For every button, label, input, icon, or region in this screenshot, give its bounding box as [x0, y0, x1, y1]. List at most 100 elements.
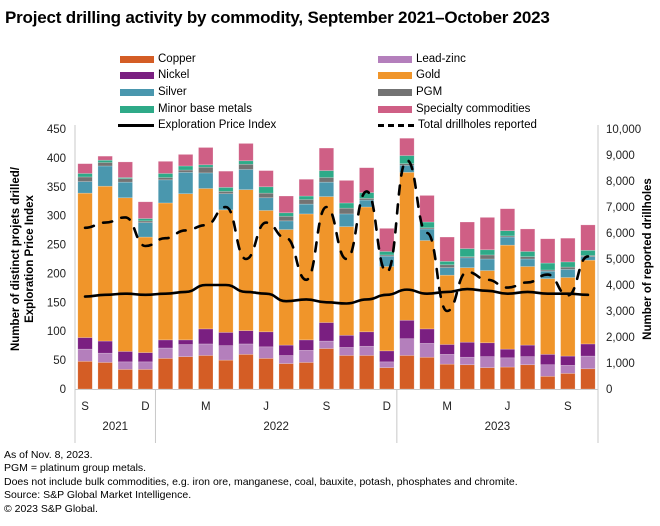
legend-label: PGM — [416, 86, 443, 98]
bar-segment-specialty — [479, 217, 495, 251]
bar-segment-leadzinc — [117, 361, 133, 370]
bar-segment-leadzinc — [399, 338, 415, 356]
bar-segment-nickel — [580, 343, 596, 357]
bar-segment-minor — [439, 261, 455, 266]
footer-note: As of Nov. 8, 2023. — [4, 449, 93, 461]
bar-segment-specialty — [258, 170, 274, 188]
bar-segment-minor — [258, 186, 274, 194]
bar-segment-leadzinc — [580, 355, 596, 370]
bar-segment-specialty — [238, 143, 254, 162]
x-tick-label: J — [263, 401, 269, 413]
bar-segment-copper — [499, 366, 516, 390]
bar-segment-leadzinc — [479, 356, 495, 368]
bar-stack — [198, 147, 214, 390]
bar-segment-leadzinc — [218, 345, 234, 361]
bar-segment-pgm — [339, 207, 355, 215]
bar-segment-nickel — [379, 350, 395, 363]
bar-segment-leadzinc — [560, 365, 576, 374]
bar-segment-copper — [218, 359, 234, 390]
bar-segment-specialty — [520, 228, 536, 252]
bar-segment-leadzinc — [520, 356, 536, 366]
bar-segment-nickel — [339, 334, 355, 348]
bar-segment-copper — [97, 362, 113, 390]
bar-segment-minor — [520, 251, 536, 257]
y2-tick-label: 6,000 — [606, 228, 635, 240]
bar-segment-minor — [218, 187, 234, 192]
bar-segment-specialty — [198, 147, 214, 166]
bar-segment-copper — [318, 348, 334, 390]
bar-segment-gold — [117, 197, 133, 352]
legend-swatch-nickel — [120, 71, 154, 79]
bar-segment-leadzinc — [499, 357, 516, 368]
y-tick-label: 450 — [47, 124, 66, 136]
bar-segment-gold — [218, 209, 234, 333]
bar-segment-pgm — [419, 227, 435, 230]
bar-segment-leadzinc — [419, 343, 435, 358]
bar-stack — [479, 217, 495, 390]
bar-segment-nickel — [459, 341, 475, 358]
bar-segment-gold — [499, 244, 516, 350]
bar-segment-leadzinc — [178, 344, 194, 357]
bar-segment-gold — [580, 259, 596, 345]
bar-stack — [97, 155, 113, 390]
bar-segment-specialty — [278, 195, 294, 214]
bar-segment-minor — [77, 173, 93, 178]
bar-segment-silver — [560, 269, 576, 278]
bar-stack — [339, 180, 355, 390]
footer-note: Does not include bulk commodities, e.g. … — [4, 475, 518, 488]
y-axis-label: Number of distinct projets drilled/Explo… — [10, 166, 36, 351]
legend-label: Exploration Price Index — [158, 119, 277, 131]
bar-segment-silver — [278, 220, 294, 230]
legend-item-pgm: PGM — [378, 85, 442, 99]
bar-segment-gold — [339, 226, 355, 336]
legend-item-silver: Silver — [120, 85, 187, 99]
bar-segment-nickel — [520, 344, 536, 357]
bar-segment-minor — [157, 173, 174, 178]
bar-segment-gold — [540, 278, 556, 355]
bar-segment-gold — [198, 188, 214, 330]
bar-segment-minor — [298, 195, 314, 200]
bar-segment-copper — [258, 358, 274, 390]
bar-segment-copper — [157, 358, 174, 390]
bar-segment-silver — [137, 222, 153, 238]
bar-segment-leadzinc — [97, 352, 113, 363]
bar-segment-specialty — [339, 180, 355, 204]
bar-stack — [419, 195, 435, 390]
y2-tick-label: 3,000 — [606, 306, 635, 318]
bar-segment-copper — [399, 355, 415, 390]
bar-stack — [540, 238, 556, 390]
bar-segment-minor — [137, 218, 153, 222]
bar-segment-copper — [198, 355, 214, 390]
bar-segment-leadzinc — [318, 340, 334, 349]
bar-segment-silver — [238, 169, 254, 190]
bar-segment-gold — [77, 192, 93, 338]
bar-segment-leadzinc — [157, 347, 174, 359]
bar-segment-pgm — [540, 269, 556, 272]
bar-segment-minor — [97, 159, 113, 163]
bar-stack — [580, 224, 596, 390]
bar-segment-pgm — [318, 177, 334, 183]
bar-segment-specialty — [399, 137, 415, 156]
bar-segment-copper — [178, 356, 194, 390]
legend-swatch-minor — [120, 105, 154, 113]
bar-segment-silver — [117, 181, 133, 199]
legend-label: Lead-zinc — [416, 53, 466, 65]
footer-note: Source: S&P Global Market Intelligence. — [4, 489, 192, 502]
bar-segment-copper — [137, 369, 153, 390]
x-tick-label: D — [141, 401, 149, 413]
bar-segment-pgm — [117, 178, 133, 183]
y-axis-label-line1: Number of distinct projets drilled/ — [10, 166, 22, 351]
bar-segment-copper — [379, 367, 395, 390]
bar-stack — [499, 208, 516, 390]
y-tick-label: 250 — [47, 240, 66, 252]
legend-swatch-specialty — [378, 105, 412, 113]
bar-segment-minor — [178, 165, 194, 171]
x-tick-label: S — [564, 401, 572, 413]
bar-segment-nickel — [137, 352, 153, 363]
bar-segment-silver — [459, 257, 475, 268]
bar-segment-specialty — [218, 170, 234, 188]
y-tick-label: 400 — [47, 153, 66, 165]
bar-segment-copper — [298, 362, 314, 390]
legend-item-specialty: Specialty commodities — [378, 102, 530, 116]
bar-segment-gold — [178, 193, 194, 341]
